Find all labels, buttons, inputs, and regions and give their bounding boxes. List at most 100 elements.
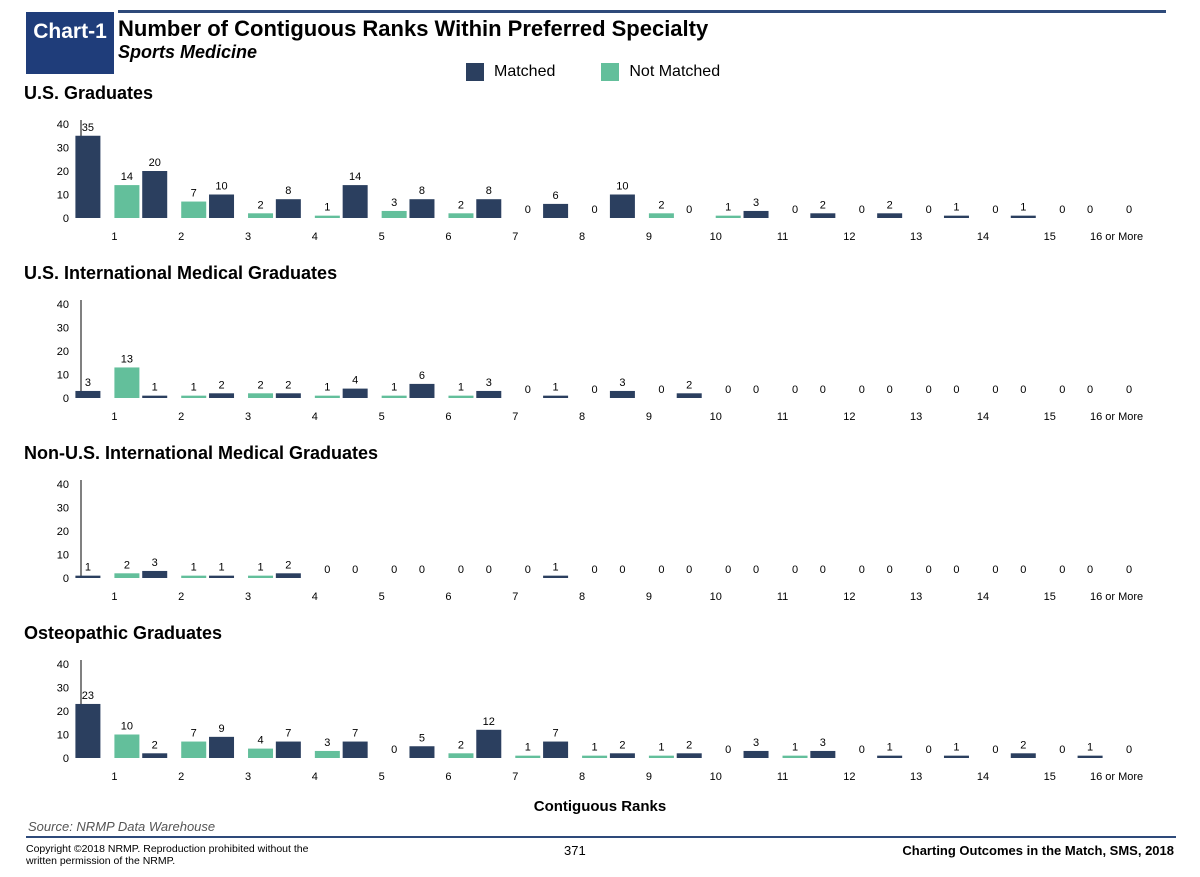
chart-subtitle: Sports Medicine xyxy=(118,42,258,62)
panel-1-label-not-matched: 1 xyxy=(324,202,330,214)
footer-rule xyxy=(26,836,1176,838)
panel-2-bar-matched xyxy=(275,393,301,398)
panel-1-label-not-matched: 0 xyxy=(926,204,932,216)
panel-1-y-tick-label: 40 xyxy=(57,119,69,131)
panel-3-label-not-matched: 0 xyxy=(324,564,330,576)
panel-1-x-tick-label: 15 xyxy=(1044,231,1056,243)
panel-1-label-not-matched: 14 xyxy=(121,171,133,183)
panel-3-bar-not-matched xyxy=(248,575,274,578)
panel-3-y-tick-label: 40 xyxy=(57,479,69,491)
panel-2-label-matched: 2 xyxy=(285,379,291,391)
legend-label-not-matched: Not Matched xyxy=(629,63,721,80)
panel-4-x-tick-label: 2 xyxy=(178,771,184,783)
panel-3-label-matched: 0 xyxy=(486,564,492,576)
panel-3-label-not-matched: 0 xyxy=(458,564,464,576)
panel-1-x-tick-label: 13 xyxy=(910,231,922,243)
panel-2-label-not-matched: 0 xyxy=(926,384,932,396)
panel-3-bar-matched xyxy=(209,575,235,578)
panel-4-bar-matched xyxy=(543,741,569,758)
panel-3-label-not-matched: 0 xyxy=(992,564,998,576)
panel-1-bar-matched xyxy=(342,185,368,218)
panel-3-x-tick-label: 9 xyxy=(646,591,652,603)
panel-2-y-tick-label: 10 xyxy=(57,370,69,382)
panel-1-label-not-matched: 0 xyxy=(859,204,865,216)
panel-4-bar-matched xyxy=(209,736,235,758)
panel-1-bar-matched xyxy=(943,215,969,218)
panel-2-bar-not-matched xyxy=(181,395,207,398)
panel-3-x-tick-label: 15 xyxy=(1044,591,1056,603)
panel-4-x-tick-label: 5 xyxy=(379,771,385,783)
panel-4-label-not-matched: 0 xyxy=(1126,744,1132,756)
panel-1-label-not-matched: 7 xyxy=(191,188,197,200)
panel-4-y-tick-label: 30 xyxy=(57,683,69,695)
panel-3-label-matched: 0 xyxy=(352,564,358,576)
panel-1-label-not-matched: 3 xyxy=(391,197,397,209)
panel-2-x-tick-label: 7 xyxy=(512,411,518,423)
panel-3-label-matched: 0 xyxy=(820,564,826,576)
panel-3-label-matched: 0 xyxy=(953,564,959,576)
panel-2-label-not-matched: 0 xyxy=(859,384,865,396)
panel-2-label-not-matched: 0 xyxy=(1126,384,1132,396)
panel-4-label-matched: 9 xyxy=(218,723,224,735)
panel-3-label-matched: 0 xyxy=(619,564,625,576)
panel-3-label-not-matched: 0 xyxy=(525,564,531,576)
panel-2-label-not-matched: 0 xyxy=(725,384,731,396)
panel-1-label-not-matched: 2 xyxy=(257,199,263,211)
panel-1-x-tick-label: 3 xyxy=(245,231,251,243)
panel-2-title: U.S. International Medical Graduates xyxy=(24,263,337,283)
panel-4-y-tick-label: 10 xyxy=(57,730,69,742)
panel-2-label-matched: 0 xyxy=(953,384,959,396)
panel-2-label-not-matched: 0 xyxy=(1059,384,1065,396)
panel-2-bar-matched xyxy=(142,395,168,398)
panel-2-label-not-matched: 0 xyxy=(792,384,798,396)
panel-1-bar-matched xyxy=(810,213,836,218)
panel-4-label-matched: 7 xyxy=(553,728,559,740)
panel-1-y-tick-label: 0 xyxy=(63,213,69,225)
panel-3-label-matched: 1 xyxy=(553,562,559,574)
panel-3-y-tick-label: 10 xyxy=(57,550,69,562)
panel-1-label-matched: 1 xyxy=(953,202,959,214)
panel-4-label-matched: 7 xyxy=(285,728,291,740)
panel-1-label-matched: 6 xyxy=(553,190,559,202)
panel-4-label-not-matched: 0 xyxy=(992,744,998,756)
panel-3-label-matched: 3 xyxy=(152,557,158,569)
panel-3-x-tick-label: 11 xyxy=(777,591,788,603)
panel-3-x-tick-label: 4 xyxy=(312,591,318,603)
panel-3-y-tick-label: 20 xyxy=(57,526,69,538)
panel-2-bar-not-matched xyxy=(248,393,274,398)
panel-3-x-tick-label: 10 xyxy=(710,591,722,603)
panel-1-label-not-matched: 1 xyxy=(725,202,731,214)
panel-1-bar-not-matched xyxy=(181,201,207,218)
panel-4-y-tick-label: 40 xyxy=(57,659,69,671)
panel-2-x-tick-label: 2 xyxy=(178,411,184,423)
panel-1-label-matched: 1 xyxy=(1020,202,1026,214)
panel-3-label-matched: 0 xyxy=(753,564,759,576)
panel-3-x-tick-label: 16 or More xyxy=(1090,591,1143,603)
legend: Matched Not Matched xyxy=(466,63,766,81)
panel-4-x-tick-label: 10 xyxy=(710,771,722,783)
panel-1-bar-matched xyxy=(1010,215,1036,218)
panel-2-bar-matched xyxy=(609,390,635,398)
panel-2-label-matched: 0 xyxy=(1020,384,1026,396)
panel-4-bar-matched xyxy=(943,755,969,758)
panel-2-label-matched: 3 xyxy=(619,377,625,389)
panel-4-x-tick-label: 4 xyxy=(312,771,318,783)
panel-2-label-not-matched: 0 xyxy=(992,384,998,396)
panel-2-label-not-matched: 2 xyxy=(257,379,263,391)
panel-4-x-tick-label: 14 xyxy=(977,771,989,783)
panel-4-bar-not-matched xyxy=(181,741,207,758)
panel-4-x-tick-label: 1 xyxy=(111,771,117,783)
panel-4-bar-matched xyxy=(409,746,435,758)
panel-2-bar-matched xyxy=(676,393,702,398)
panel-3-bar-matched xyxy=(75,575,101,578)
panel-4-label-matched: 2 xyxy=(1020,739,1026,751)
panel-2-x-tick-label: 9 xyxy=(646,411,652,423)
panel-3-label-matched: 0 xyxy=(419,564,425,576)
panel-1-bar-matched xyxy=(877,213,903,218)
panel-4-bar-matched xyxy=(609,753,635,758)
panel-3-label-matched: 0 xyxy=(686,564,692,576)
copyright-note: Copyright ©2018 NRMP. Reproduction prohi… xyxy=(26,843,309,867)
panel-3-label-not-matched: 0 xyxy=(792,564,798,576)
panel-1-label-matched: 20 xyxy=(149,157,161,169)
legend-item-matched: Matched xyxy=(466,63,555,81)
